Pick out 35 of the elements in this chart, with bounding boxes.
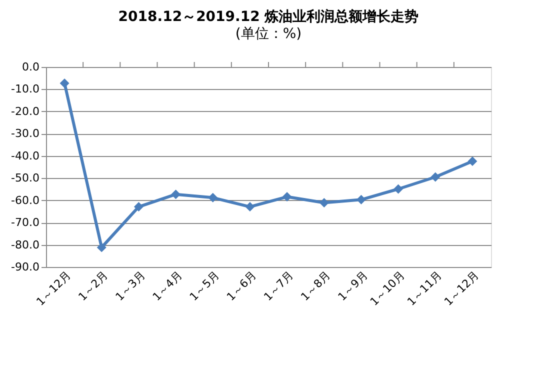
x-tick-label: 1～7月 <box>261 268 296 304</box>
y-tick-label: -40.0 <box>11 149 40 162</box>
y-tick-label: -10.0 <box>11 82 40 96</box>
y-tick-label: -90.0 <box>11 260 40 274</box>
point <box>430 172 440 182</box>
x-tick-label: 1～11月 <box>404 268 444 308</box>
y-tick-label: -20.0 <box>11 104 40 118</box>
y-tick-label: -80.0 <box>11 238 40 252</box>
y-tick-label: -30.0 <box>11 127 40 140</box>
point <box>96 242 106 252</box>
point <box>245 202 255 212</box>
x-tick-label: 1～4月 <box>150 268 185 304</box>
y-tick-label: 0.0 <box>22 60 40 74</box>
point <box>468 156 478 166</box>
chart-subtitle: (单位：%) <box>235 26 302 42</box>
x-tick-label: 1～6月 <box>224 268 259 304</box>
point <box>208 192 218 202</box>
point <box>319 198 329 208</box>
point <box>356 194 366 204</box>
x-tick-label: 1～2月 <box>76 268 111 304</box>
y-tick-label: -70.0 <box>11 216 40 230</box>
x-tick-label: 1～3月 <box>113 268 148 304</box>
point <box>134 202 144 212</box>
x-tick-label: 1～8月 <box>298 268 334 304</box>
point <box>60 78 70 88</box>
x-tick-label: 1～9月 <box>336 268 370 304</box>
y-tick-label: -50.0 <box>11 172 40 185</box>
y-tick-label: -60.0 <box>11 194 40 207</box>
x-tick-label: 1～10月 <box>368 268 408 308</box>
chart-title: 2018.12～2019.12 炼油业利润总额增长走势 <box>118 8 419 25</box>
point <box>394 184 404 194</box>
x-tick-label: 1～5月 <box>187 268 222 304</box>
x-tick-label: 1～12月 <box>442 268 482 308</box>
point <box>171 190 181 200</box>
point <box>282 192 292 202</box>
